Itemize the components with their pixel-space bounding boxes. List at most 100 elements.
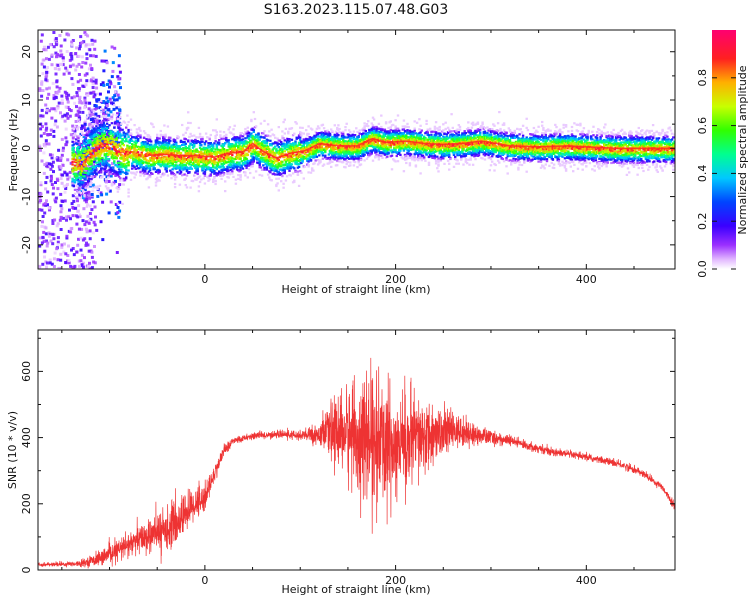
spectrogram-cell [110, 168, 114, 172]
spectrogram-cell [147, 170, 151, 173]
spectrogram-cell [53, 218, 57, 222]
spectrogram-cell [70, 227, 74, 230]
spectrogram-cell [287, 141, 290, 144]
spectrogram-cell [254, 151, 258, 154]
spectrogram-cell [202, 157, 205, 160]
spectrogram-cell [92, 140, 96, 143]
spectrogram-cell [152, 152, 155, 155]
spectrogram-cell [92, 90, 96, 94]
spectrogram-cell [160, 145, 164, 148]
spectrogram-cell [109, 135, 112, 138]
spectrogram-cell [114, 148, 117, 151]
spectrogram-cell [79, 35, 83, 39]
spectrogram-cell [243, 133, 246, 136]
spectrogram-cell [303, 165, 307, 168]
spectrogram-cell [203, 143, 207, 146]
spectrogram-cell [66, 116, 70, 120]
spectrogram-cell [109, 200, 113, 204]
spectrogram-cell [119, 136, 122, 139]
spectrogram-cell [97, 159, 100, 162]
spectrogram-cell [65, 140, 69, 144]
spectrogram-cell [173, 178, 177, 181]
spectrogram-cell [277, 171, 280, 174]
spectrogram-cell [91, 112, 95, 116]
spectrogram-cell [257, 136, 260, 139]
spectrogram-cell [232, 128, 235, 131]
spectrogram-cell [299, 170, 302, 173]
spectrogram-cell [345, 153, 348, 156]
spectrogram-cell [252, 111, 255, 114]
spectrogram-cell [52, 237, 56, 241]
spectrogram-cell [305, 142, 308, 145]
spectrogram-cell [64, 136, 68, 140]
spectrogram-cell [202, 177, 205, 180]
spectrogram-cell [129, 118, 133, 121]
spectrogram-cell [239, 132, 242, 135]
spectrogram-cell [52, 170, 55, 174]
spectrogram-cell [347, 152, 351, 155]
spectrogram-cell [75, 184, 79, 188]
spectrogram-cell [172, 143, 176, 146]
spectrogram-cell [204, 153, 208, 156]
spectrogram-cell [98, 125, 102, 129]
spectrogram-cell [265, 141, 269, 145]
spectrogram-cell [110, 118, 114, 121]
spectrogram-cell [105, 111, 109, 114]
spectrogram-cell [103, 168, 106, 171]
spectrogram-cell [76, 163, 79, 166]
spectrogram-cell [142, 168, 146, 171]
spectrogram-cell [54, 109, 58, 113]
spectrogram-cell [239, 174, 242, 177]
spectrogram-cell [85, 174, 89, 178]
spectrogram-cell [77, 180, 80, 183]
spectrogram-cell [224, 190, 227, 193]
spectrogram-cell [238, 148, 241, 151]
spectrogram-cell [163, 124, 166, 127]
spectrogram-cell [147, 162, 151, 165]
spectrogram-cell [213, 142, 216, 145]
spectrogram-cell [123, 121, 127, 124]
spectrogram-cell [345, 152, 348, 155]
spectrogram-cell [79, 177, 83, 180]
spectrogram-cell [107, 90, 110, 94]
spectrogram-cell [66, 183, 69, 186]
spectrogram-cell [84, 243, 88, 247]
spectrogram-cell [51, 233, 55, 237]
spectrogram-cell [293, 154, 296, 157]
spectrogram-cell [140, 144, 143, 148]
spectrogram-cell [226, 167, 229, 170]
spectrogram-cell [38, 89, 42, 92]
spectrogram-cell [145, 138, 148, 141]
spectrogram-cell [107, 153, 110, 156]
spectrogram-cell [214, 179, 217, 182]
spectrogram-cell [49, 239, 53, 243]
spectrogram-cell [142, 169, 146, 172]
spectrogram-cell [79, 41, 82, 45]
spectrogram-cell [115, 137, 118, 140]
spectrogram-cell [353, 140, 357, 143]
spectrogram-cell [281, 130, 284, 133]
spectrogram-cell [339, 152, 342, 155]
spectrogram-cell [266, 134, 270, 137]
spectrogram-cell [111, 102, 115, 106]
spectrogram-cell [285, 175, 289, 178]
spectrogram-cell [105, 96, 109, 100]
spectrogram-cell [90, 108, 94, 112]
spectrogram-cell [208, 178, 211, 181]
spectrogram-cell [92, 260, 96, 264]
spectrogram-cell [69, 264, 73, 268]
spectrogram-cell [166, 152, 170, 155]
spectrogram-cell [276, 159, 279, 162]
spectrogram-cell [259, 136, 263, 139]
spectrogram-cell [307, 125, 310, 128]
spectrogram-cell [338, 160, 341, 163]
spectrogram-cell [107, 139, 110, 142]
spectrogram-cell [351, 133, 354, 136]
spectrogram-cell [123, 154, 127, 157]
spectrogram-cell [347, 133, 351, 136]
spectrogram-cell [322, 136, 326, 140]
spectrogram-cell [260, 153, 264, 157]
spectrogram-cell [270, 149, 273, 152]
spectrogram-cell [218, 151, 221, 154]
spectrogram-cell [237, 177, 240, 180]
